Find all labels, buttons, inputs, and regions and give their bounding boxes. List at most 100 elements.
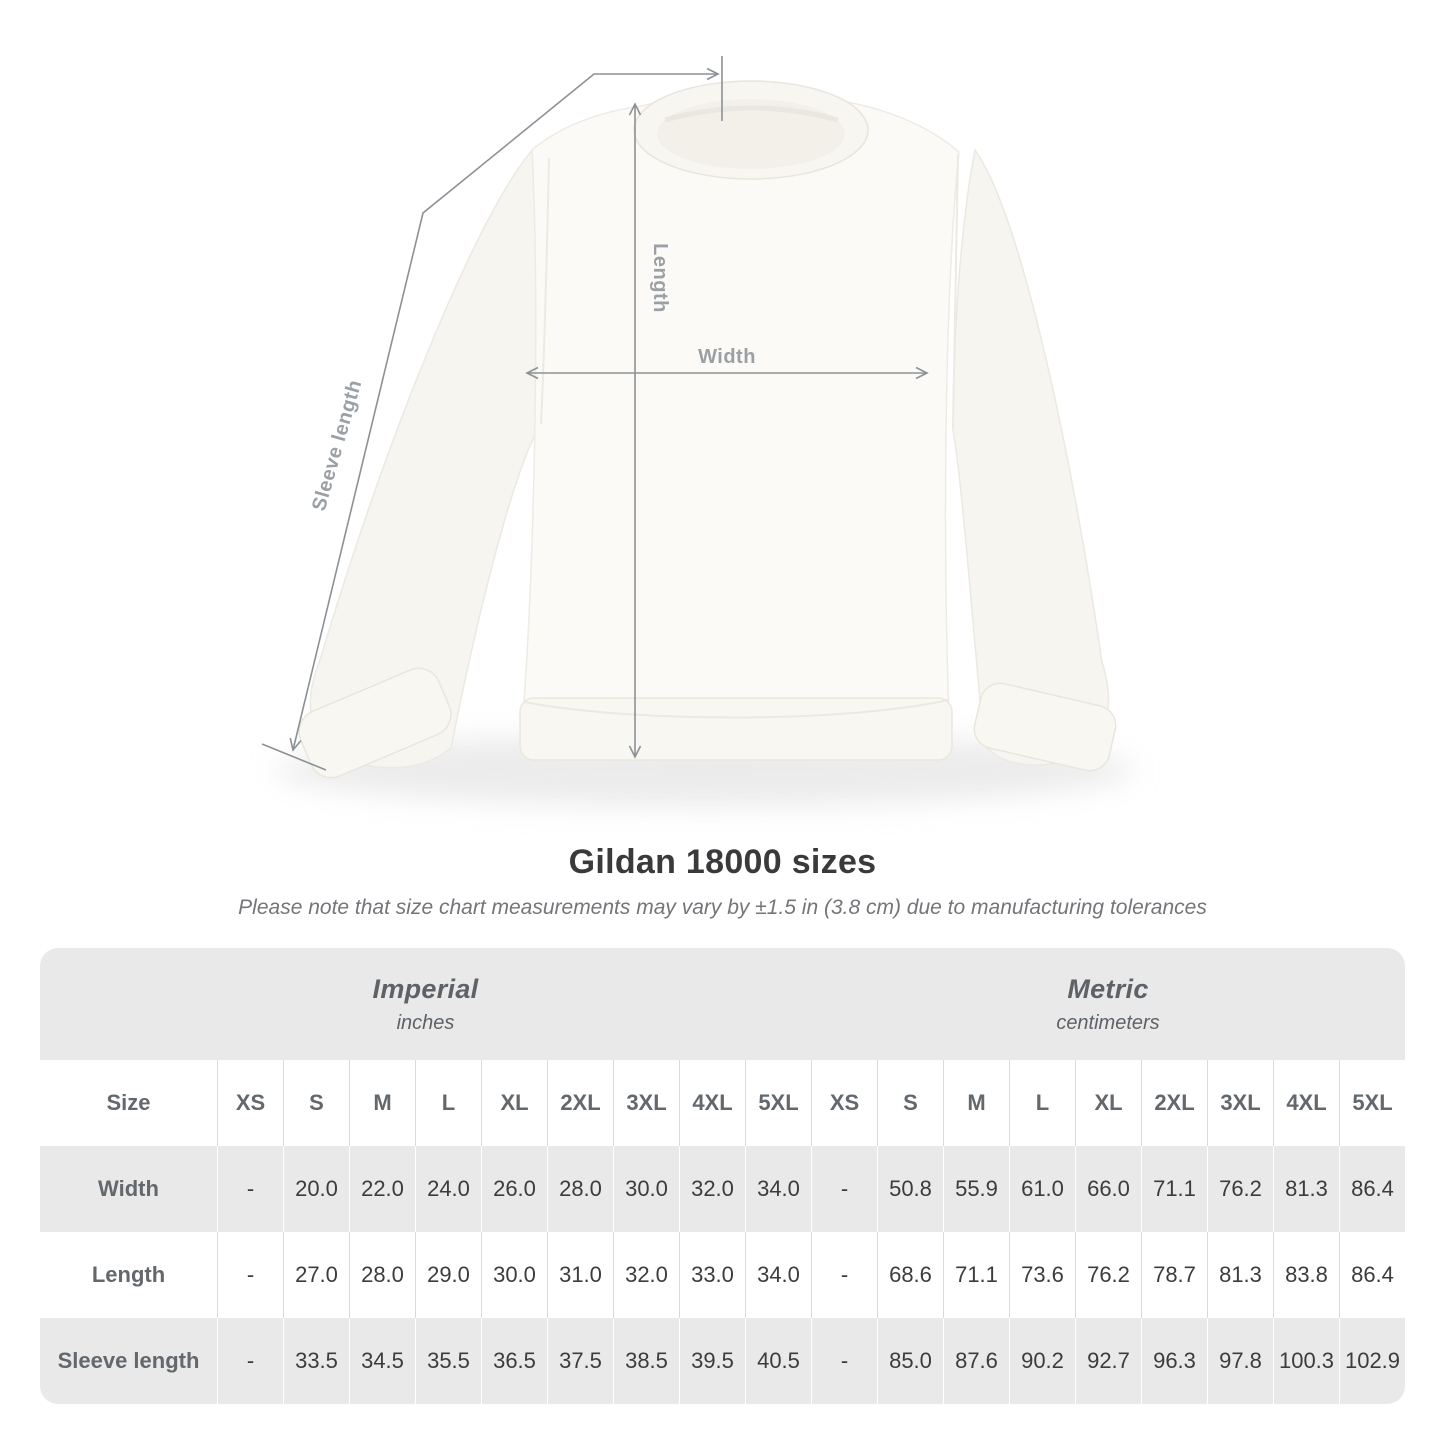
measurement-value: 100.3 xyxy=(1273,1318,1339,1404)
sleeve-length-dimension-line xyxy=(289,67,720,752)
table-row: Sleeve length -33.5 34.5 35.5 36.5 37.5 38.5 39… xyxy=(40,1318,1405,1404)
measurement-value: 24.0 xyxy=(415,1146,481,1232)
size-col-header-imperial-s: S xyxy=(283,1060,349,1146)
size-col-header-imperial-4xl: 4XL xyxy=(679,1060,745,1146)
measurement-value: 31.0 xyxy=(547,1232,613,1318)
measurement-value: 32.0 xyxy=(679,1146,745,1232)
table-row: Size XS S M L XL 2XL 3XL 4XL 5XL XS S M L XL 2XL 3XL 4XL 5… xyxy=(40,1060,1405,1146)
measurement-value: 32.0 xyxy=(613,1232,679,1318)
measurement-value: 96.3 xyxy=(1141,1318,1207,1404)
metric-unit-group: Metric centimeters xyxy=(811,948,1405,1060)
tolerance-note: Please note that size chart measurements… xyxy=(238,896,1207,919)
metric-unit-label: centimeters xyxy=(1056,1011,1160,1034)
size-col-header-imperial-xl: XL xyxy=(481,1060,547,1146)
measurement-row-label: Sleeve length xyxy=(57,1348,200,1373)
measurement-value: 83.8 xyxy=(1273,1232,1339,1318)
length-dimension-label: Length xyxy=(649,243,671,313)
hem-band xyxy=(519,697,953,761)
size-col-header-imperial-5xl: 5XL xyxy=(745,1060,811,1146)
size-col-header-metric-l: L xyxy=(1009,1060,1075,1146)
size-col-header-imperial-l: L xyxy=(415,1060,481,1146)
size-col-header-imperial-xs: XS xyxy=(217,1060,283,1146)
measurement-value: 81.3 xyxy=(1273,1146,1339,1232)
measurement-value: - xyxy=(217,1146,283,1232)
size-col-header-metric-3xl: 3XL xyxy=(1207,1060,1273,1146)
size-col-header-imperial-3xl: 3XL xyxy=(613,1060,679,1146)
measurement-value: 61.0 xyxy=(1009,1146,1075,1232)
metric-heading: Metric xyxy=(1067,973,1149,1004)
measurement-value: 87.6 xyxy=(943,1318,1009,1404)
measurement-value: 71.1 xyxy=(943,1232,1009,1318)
measurement-value: 86.4 xyxy=(1339,1232,1405,1318)
size-col-header-imperial-2xl: 2XL xyxy=(547,1060,613,1146)
right-sleeve xyxy=(952,148,1110,766)
size-table: Imperial inches Metric centimeters Size X… xyxy=(40,948,1405,1404)
measurement-row-label: Length xyxy=(91,1262,166,1287)
unit-header-band: Imperial inches Metric centimeters xyxy=(40,948,1405,1060)
measurement-value: - xyxy=(217,1318,283,1404)
size-col-header-metric-s: S xyxy=(877,1060,943,1146)
measurement-value: 20.0 xyxy=(283,1146,349,1232)
sweatshirt-diagram: Length Width Sleeve length xyxy=(261,56,1135,806)
size-col-header-metric-4xl: 4XL xyxy=(1273,1060,1339,1146)
measurement-value: - xyxy=(811,1232,877,1318)
measurement-value: 78.7 xyxy=(1141,1232,1207,1318)
imperial-heading: Imperial xyxy=(372,973,479,1004)
page-title: Gildan 18000 sizes xyxy=(568,843,877,881)
measurement-value: 90.2 xyxy=(1009,1318,1075,1404)
measurement-value: 30.0 xyxy=(481,1232,547,1318)
measurement-value: 97.8 xyxy=(1207,1318,1273,1404)
measurement-value: 39.5 xyxy=(679,1318,745,1404)
width-dimension-label: Width xyxy=(698,346,756,368)
size-col-header-imperial-m: M xyxy=(349,1060,415,1146)
measurement-value: 68.6 xyxy=(877,1232,943,1318)
measurement-value: 36.5 xyxy=(481,1318,547,1404)
size-col-header-metric-xs: XS xyxy=(811,1060,877,1146)
measurement-value: 37.5 xyxy=(547,1318,613,1404)
measurement-value: 34.0 xyxy=(745,1146,811,1232)
measurement-value: 50.8 xyxy=(877,1146,943,1232)
imperial-unit-label: inches xyxy=(396,1011,455,1034)
imperial-unit-group: Imperial inches xyxy=(40,948,811,1060)
table-row: Width -20.0 22.0 24.0 26.0 28.0 30.0 32.0 34.0-5… xyxy=(40,1146,1405,1232)
measurement-value: 55.9 xyxy=(943,1146,1009,1232)
measurement-value: 81.3 xyxy=(1207,1232,1273,1318)
size-col-header-metric-m: M xyxy=(943,1060,1009,1146)
measurement-value: 33.0 xyxy=(679,1232,745,1318)
measurement-value: 34.5 xyxy=(349,1318,415,1404)
measurement-value: 30.0 xyxy=(613,1146,679,1232)
measurement-value: 66.0 xyxy=(1075,1146,1141,1232)
measurement-value: 22.0 xyxy=(349,1146,415,1232)
measurement-value: 102.9 xyxy=(1339,1318,1405,1404)
measurement-value: 71.1 xyxy=(1141,1146,1207,1232)
table-row: Length -27.0 28.0 29.0 30.0 31.0 32.0 33.0 34.0-… xyxy=(40,1232,1405,1318)
sweatshirt-body xyxy=(523,93,960,760)
measurement-value: 28.0 xyxy=(349,1232,415,1318)
right-shoulder-seam xyxy=(952,153,959,429)
measurement-value: 86.4 xyxy=(1339,1146,1405,1232)
measurement-value: 85.0 xyxy=(877,1318,943,1404)
measurement-value: - xyxy=(811,1146,877,1232)
measurement-value: - xyxy=(217,1232,283,1318)
measurement-value: 73.6 xyxy=(1009,1232,1075,1318)
measurement-value: 40.5 xyxy=(745,1318,811,1404)
right-cuff xyxy=(973,682,1117,772)
cuff-tick-line xyxy=(261,743,327,771)
measurement-value: 27.0 xyxy=(283,1232,349,1318)
size-col-header-metric-2xl: 2XL xyxy=(1141,1060,1207,1146)
measurement-value: 76.2 xyxy=(1075,1232,1141,1318)
measurement-value: 92.7 xyxy=(1075,1318,1141,1404)
measurement-row-label: Width xyxy=(98,1176,159,1201)
sleeve-dimension-label: Sleeve length xyxy=(308,377,366,513)
measurement-value: 28.0 xyxy=(547,1146,613,1232)
measurement-value: 35.5 xyxy=(415,1318,481,1404)
measurement-value: 29.0 xyxy=(415,1232,481,1318)
measurement-value: - xyxy=(811,1318,877,1404)
measurement-value: 76.2 xyxy=(1207,1146,1273,1232)
size-grid: Size XS S M L XL 2XL 3XL 4XL 5XL XS S M L XL 2XL 3XL 4XL 5… xyxy=(40,1060,1405,1404)
size-col-header-metric-5xl: 5XL xyxy=(1339,1060,1405,1146)
size-col-header-metric-xl: XL xyxy=(1075,1060,1141,1146)
size-row-label: Size xyxy=(106,1090,151,1115)
measurement-value: 38.5 xyxy=(613,1318,679,1404)
measurement-value: 34.0 xyxy=(745,1232,811,1318)
